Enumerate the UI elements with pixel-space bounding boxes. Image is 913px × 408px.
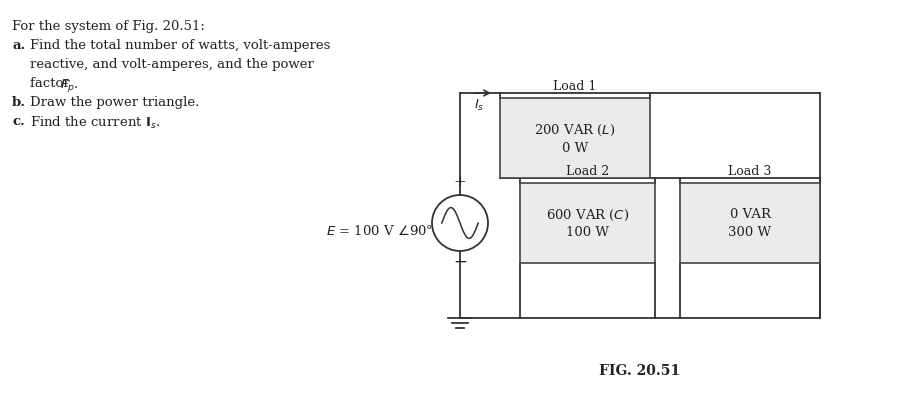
Text: 0 VAR: 0 VAR <box>729 208 771 222</box>
Text: 300 W: 300 W <box>729 226 771 239</box>
Text: Find the total number of watts, volt-amperes: Find the total number of watts, volt-amp… <box>30 39 331 52</box>
Text: c.: c. <box>12 115 25 128</box>
Text: Load 3: Load 3 <box>729 165 771 178</box>
Bar <box>680 183 820 263</box>
Bar <box>520 183 655 263</box>
Text: +: + <box>454 175 467 189</box>
Text: 100 W: 100 W <box>566 226 609 239</box>
Text: $F_p$.: $F_p$. <box>60 77 79 94</box>
Text: factor: factor <box>30 77 74 90</box>
Text: Draw the power triangle.: Draw the power triangle. <box>30 96 199 109</box>
Text: Load 2: Load 2 <box>566 165 609 178</box>
Text: Find the current $\mathbf{I}_s$.: Find the current $\mathbf{I}_s$. <box>30 115 161 131</box>
Text: reactive, and volt-amperes, and the power: reactive, and volt-amperes, and the powe… <box>30 58 314 71</box>
Text: 200 VAR ($\mathit{L}$): 200 VAR ($\mathit{L}$) <box>534 122 615 137</box>
Text: 0 W: 0 W <box>561 142 588 155</box>
Text: FIG. 20.51: FIG. 20.51 <box>600 364 680 378</box>
Text: 600 VAR ($\mathit{C}$): 600 VAR ($\mathit{C}$) <box>546 207 629 222</box>
Text: $E$ = 100 V $\angle$90°: $E$ = 100 V $\angle$90° <box>326 224 434 238</box>
Text: For the system of Fig. 20.51:: For the system of Fig. 20.51: <box>12 20 205 33</box>
Bar <box>500 98 650 178</box>
Text: Load 1: Load 1 <box>553 80 597 93</box>
Text: $I_s$: $I_s$ <box>474 98 485 113</box>
Text: b.: b. <box>12 96 26 109</box>
Text: −: − <box>453 254 467 271</box>
Text: a.: a. <box>12 39 26 52</box>
